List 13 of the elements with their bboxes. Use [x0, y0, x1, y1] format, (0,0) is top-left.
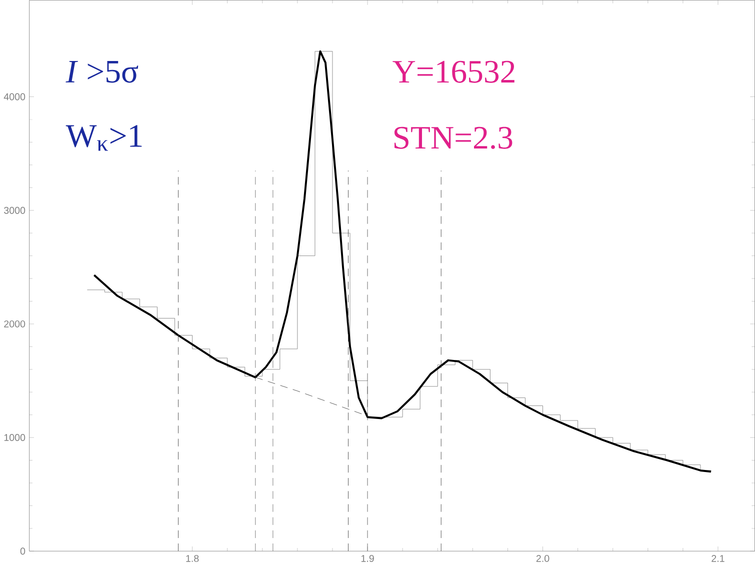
y-tick-label: 2000	[4, 320, 26, 328]
annotation: I >5σ	[66, 61, 138, 83]
x-tick-label: 2.0	[536, 555, 550, 562]
x-tick-label: 1.8	[186, 555, 199, 562]
annotation: W$_{κ}$>1	[66, 125, 142, 151]
x-tick-label: 1.9	[361, 555, 374, 562]
y-tick-label: 0	[20, 548, 26, 555]
y-tick-label: 3000	[4, 207, 26, 214]
y-tick-label: 4000	[4, 93, 26, 100]
x-tick-label: 2.1	[712, 555, 724, 562]
annotation: STN=2.3	[394, 127, 512, 150]
y-tick-label: 1000	[4, 434, 26, 442]
annotation: Y=16532	[392, 61, 514, 84]
